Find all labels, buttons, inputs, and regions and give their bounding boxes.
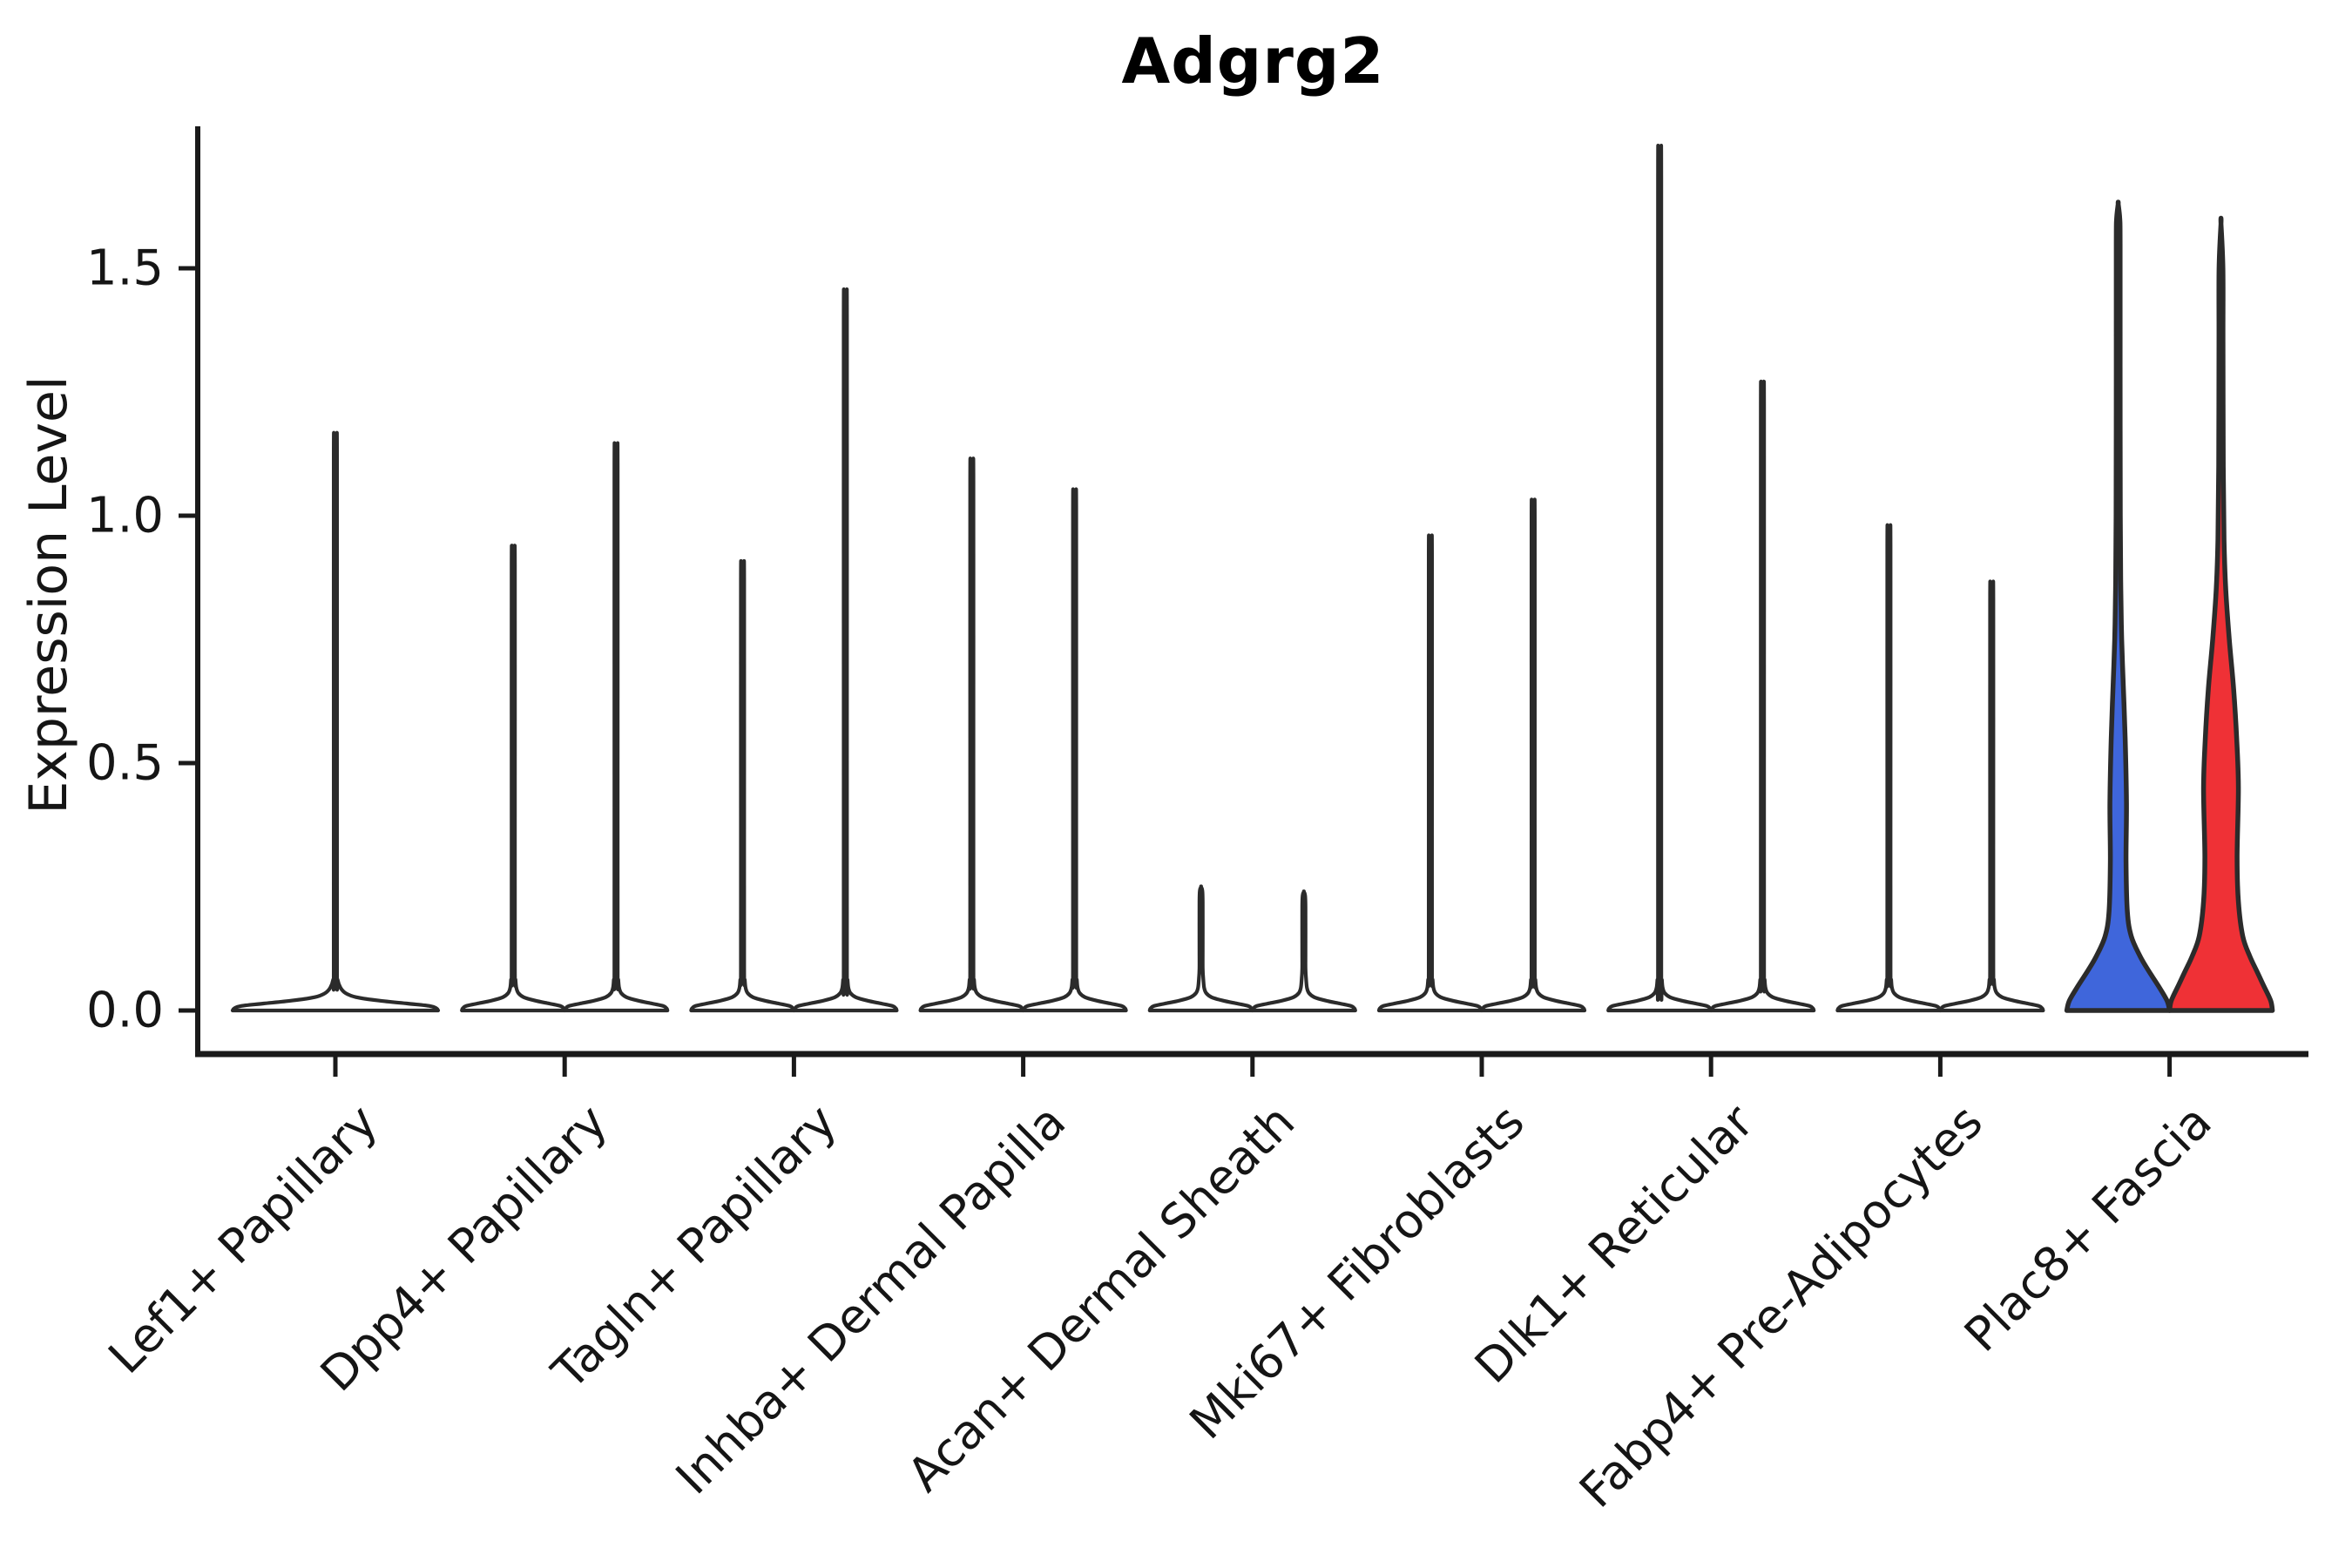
violin-spike [1250,889,1357,1013]
violin-spike [1709,379,1816,1013]
chart-title: Adgrg2 [1121,24,1385,98]
violin-filled [2064,199,2173,1013]
violin-spike [1835,523,1943,1013]
violin-spike [1606,144,1713,1013]
violin-spike [563,441,670,1013]
violin-spike [230,430,441,1013]
violin-spike [1021,487,1128,1013]
y-tick-label: 1.0 [85,487,164,544]
y-tick-label: 1.5 [85,240,164,297]
y-tick-label: 0.0 [85,982,164,1039]
violin-spike [1376,533,1484,1013]
violin-spike [689,558,796,1013]
violin-spike [918,456,1025,1013]
violin-spike [1479,497,1587,1013]
violin-spike [1147,884,1254,1013]
violin-spike [460,544,567,1013]
violin-spike [792,287,899,1013]
violin-filled [2166,215,2275,1013]
y-tick-label: 0.5 [85,734,164,792]
violin-spike [1938,579,2045,1013]
